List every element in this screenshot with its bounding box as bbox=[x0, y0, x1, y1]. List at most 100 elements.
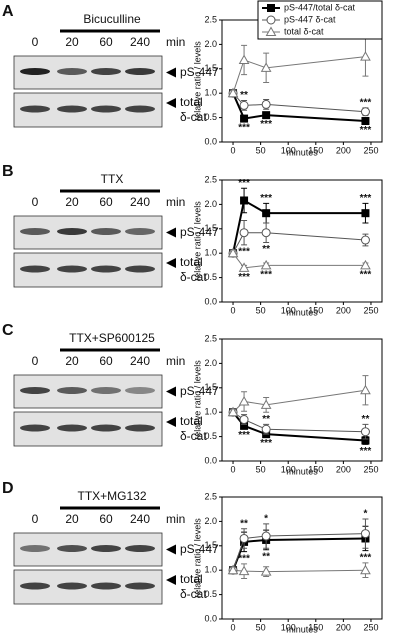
significance: *** bbox=[360, 269, 372, 280]
blot-band bbox=[91, 424, 121, 432]
panel-letter: C bbox=[2, 322, 14, 339]
y-tick-label: 1.0 bbox=[204, 88, 217, 98]
series-line bbox=[232, 569, 366, 573]
data-point bbox=[227, 564, 239, 575]
x-tick-label: 100 bbox=[281, 622, 296, 632]
legend-marker bbox=[267, 4, 275, 12]
y-tick-label: 0.5 bbox=[204, 272, 217, 282]
unit-label: min bbox=[166, 195, 185, 209]
data-point bbox=[260, 62, 272, 72]
series-line bbox=[232, 56, 366, 94]
series-line bbox=[232, 533, 366, 571]
significance: *** bbox=[260, 269, 272, 280]
arrowhead bbox=[166, 575, 176, 585]
significance: ** bbox=[240, 90, 248, 101]
data-point bbox=[238, 565, 250, 576]
significance: *** bbox=[238, 553, 250, 564]
y-axis-label: relative ratio / levels bbox=[192, 201, 202, 281]
series-line bbox=[232, 389, 366, 413]
y-tick-label: 0.0 bbox=[204, 613, 217, 623]
lane-label: 0 bbox=[32, 35, 39, 49]
x-axis-label: minutes bbox=[286, 147, 318, 157]
x-tick-label: 200 bbox=[336, 622, 351, 632]
blot-label: total bbox=[180, 95, 203, 109]
arrowhead bbox=[166, 258, 176, 268]
data-point bbox=[260, 259, 272, 270]
significance: *** bbox=[360, 446, 372, 457]
significance: * bbox=[264, 513, 268, 524]
lane-label: 60 bbox=[99, 195, 113, 209]
x-tick-label: 250 bbox=[363, 464, 378, 474]
data-point bbox=[261, 531, 271, 541]
data-point bbox=[262, 111, 271, 120]
x-tick-label: 100 bbox=[281, 305, 296, 315]
x-tick-label: 250 bbox=[363, 305, 378, 315]
data-point bbox=[239, 100, 249, 110]
blot-label: δ-cat bbox=[180, 110, 207, 124]
blot-band bbox=[20, 265, 50, 273]
blot-band bbox=[125, 105, 155, 113]
significance: ** bbox=[362, 414, 370, 425]
lane-label: 20 bbox=[65, 35, 79, 49]
lane-label: 60 bbox=[99, 512, 113, 526]
data-point bbox=[360, 259, 371, 270]
x-tick-label: 0 bbox=[231, 145, 236, 155]
blot-band bbox=[20, 582, 50, 590]
lane-label: 0 bbox=[32, 354, 39, 368]
significance: *** bbox=[238, 178, 250, 189]
y-tick-label: 1.0 bbox=[204, 407, 217, 417]
unit-label: min bbox=[166, 35, 185, 49]
data-point bbox=[227, 247, 239, 258]
blot-label: δ-cat bbox=[180, 270, 207, 284]
treatment-label: TTX+SP600125 bbox=[69, 331, 155, 345]
significance: ** bbox=[262, 244, 270, 255]
series-line bbox=[232, 232, 366, 254]
plot-frame bbox=[221, 496, 383, 620]
significance: *** bbox=[360, 552, 372, 563]
data-point bbox=[227, 406, 239, 417]
lane-label: 20 bbox=[65, 512, 79, 526]
blot-label: total bbox=[180, 572, 203, 586]
lane-label: 60 bbox=[99, 35, 113, 49]
series-line bbox=[232, 198, 366, 254]
panel-letter: D bbox=[2, 480, 14, 497]
x-tick-label: 150 bbox=[308, 145, 323, 155]
data-point bbox=[261, 99, 271, 109]
data-point bbox=[238, 262, 250, 272]
x-tick-label: 150 bbox=[308, 464, 323, 474]
x-tick-label: 250 bbox=[363, 622, 378, 632]
data-point bbox=[239, 533, 249, 543]
data-point bbox=[360, 235, 370, 245]
y-tick-label: 1.5 bbox=[204, 63, 217, 73]
significance: *** bbox=[238, 247, 250, 258]
y-tick-label: 0.0 bbox=[204, 296, 217, 306]
blot-label: pS-447 bbox=[180, 65, 219, 79]
lane-label: 240 bbox=[130, 195, 150, 209]
blot-band bbox=[125, 228, 155, 235]
data-point bbox=[360, 529, 370, 539]
blot-band bbox=[57, 228, 87, 235]
blot-band bbox=[91, 387, 121, 394]
data-point bbox=[360, 107, 370, 117]
x-tick-label: 200 bbox=[336, 305, 351, 315]
blot-band bbox=[125, 68, 155, 75]
blot-band bbox=[91, 228, 121, 235]
x-tick-label: 0 bbox=[231, 464, 236, 474]
x-tick-label: 150 bbox=[308, 622, 323, 632]
legend-marker bbox=[265, 26, 277, 36]
arrowhead bbox=[166, 417, 176, 427]
blot-band bbox=[57, 105, 87, 113]
blot-band bbox=[20, 545, 50, 552]
significance: * bbox=[363, 509, 367, 520]
arrowhead bbox=[166, 98, 176, 108]
y-tick-label: 2.0 bbox=[204, 358, 217, 368]
treatment-label: TTX+MG132 bbox=[77, 489, 146, 503]
blot-band bbox=[57, 387, 87, 394]
blot-label: total bbox=[180, 414, 203, 428]
blot-label: pS-447 bbox=[180, 225, 219, 239]
y-axis-label: relative ratio / levels bbox=[192, 518, 202, 598]
blot-label: total bbox=[180, 255, 203, 269]
